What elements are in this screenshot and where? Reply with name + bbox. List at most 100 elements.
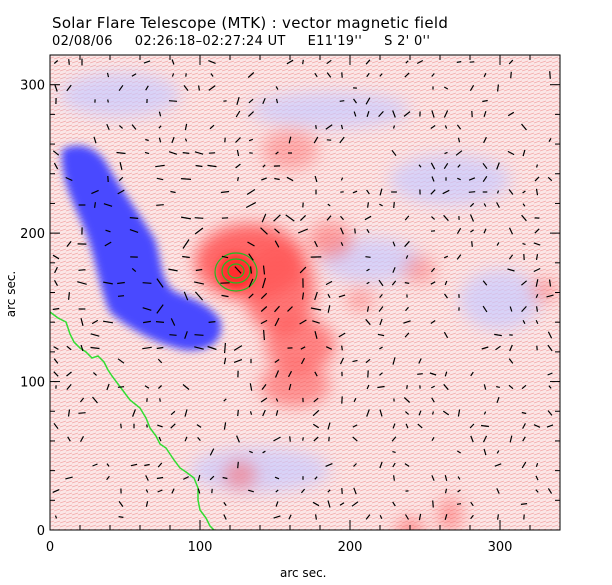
field-vector: [184, 138, 188, 142]
field-vector: [405, 423, 409, 429]
field-vector: [392, 501, 396, 507]
field-vector: [275, 98, 279, 104]
field-vector: [197, 488, 201, 494]
field-vector: [302, 59, 304, 65]
field-vector: [168, 100, 178, 102]
field-vector: [183, 291, 189, 301]
field-vector: [443, 214, 449, 222]
field-vector: [194, 291, 204, 301]
field-vector: [352, 424, 358, 428]
field-vector: [53, 280, 59, 286]
field-vector: [314, 240, 318, 248]
field-vector: [196, 424, 202, 428]
field-vector: [392, 423, 396, 429]
field-vector: [444, 475, 448, 481]
field-vector: [496, 242, 500, 246]
field-vector: [285, 214, 295, 222]
field-vector: [533, 242, 541, 246]
field-vector: [184, 123, 188, 131]
field-vector: [443, 162, 449, 170]
field-vector: [275, 489, 279, 493]
field-vector: [535, 188, 539, 196]
field-vector: [169, 334, 177, 336]
field-vector: [457, 177, 461, 181]
field-vector: [157, 462, 163, 468]
field-vector: [417, 373, 423, 375]
field-vector: [143, 60, 151, 64]
field-vector: [547, 331, 553, 339]
field-vector: [302, 437, 304, 441]
field-vector: [367, 202, 369, 208]
field-vector: [391, 280, 397, 286]
field-vector: [457, 137, 461, 143]
x-tick-label: 200: [338, 540, 363, 555]
field-vector: [250, 266, 252, 274]
field-vector: [366, 228, 370, 234]
field-vector: [52, 254, 60, 260]
neutral-line: [50, 311, 215, 530]
field-vector: [142, 346, 152, 350]
field-vector: [92, 396, 98, 404]
field-vector: [470, 435, 474, 443]
field-vector: [159, 398, 161, 402]
field-vector: [547, 344, 553, 352]
field-vector: [66, 384, 72, 390]
field-vector: [404, 332, 410, 338]
field-vector: [535, 279, 539, 287]
field-vector: [310, 307, 322, 311]
field-vector: [366, 409, 370, 417]
field-vector: [443, 255, 449, 259]
field-vector: [233, 359, 243, 363]
field-vector: [66, 84, 72, 92]
field-vector: [444, 371, 448, 377]
field-vector: [52, 307, 60, 311]
field-vector: [431, 436, 435, 442]
field-vector: [313, 136, 319, 144]
field-vector: [234, 266, 242, 274]
field-vector: [507, 268, 515, 272]
field-vector: [508, 358, 514, 364]
field-vector: [508, 189, 514, 195]
field-vector: [142, 307, 152, 311]
field-vector: [509, 306, 513, 312]
field-vector: [237, 409, 239, 417]
field-vector: [546, 294, 554, 298]
field-vector: [418, 513, 422, 521]
field-vector: [379, 515, 383, 519]
field-vector: [521, 384, 527, 390]
field-vector: [377, 333, 385, 337]
field-vector: [104, 241, 112, 247]
field-vector: [392, 125, 396, 129]
field-vector: [223, 357, 227, 365]
field-vector: [156, 204, 164, 206]
field-vector: [236, 435, 240, 443]
field-vector: [482, 162, 488, 170]
field-vector: [235, 137, 241, 143]
field-vector: [468, 191, 476, 193]
field-vector: [237, 461, 239, 469]
field-vector: [403, 111, 411, 117]
field-vector: [91, 319, 99, 325]
field-vector: [365, 358, 371, 364]
field-vector: [483, 448, 487, 456]
field-vector: [404, 282, 410, 284]
field-vector: [339, 357, 345, 365]
field-vector: [118, 501, 124, 507]
field-vector: [353, 463, 357, 467]
field-vector: [314, 331, 318, 339]
field-vector: [483, 72, 487, 78]
field-vector: [249, 450, 253, 454]
field-vector: [237, 176, 239, 182]
field-vector: [194, 346, 204, 350]
field-vector: [53, 346, 59, 350]
field-vector: [208, 85, 216, 91]
field-vector: [521, 461, 527, 469]
field-vector: [314, 175, 318, 183]
field-vector: [145, 501, 149, 507]
field-vector: [261, 384, 267, 390]
field-vector: [158, 125, 162, 129]
pos-e: E11'19'': [307, 34, 363, 49]
field-vector: [548, 279, 552, 287]
field-vector: [52, 150, 60, 156]
field-vector: [107, 99, 109, 103]
